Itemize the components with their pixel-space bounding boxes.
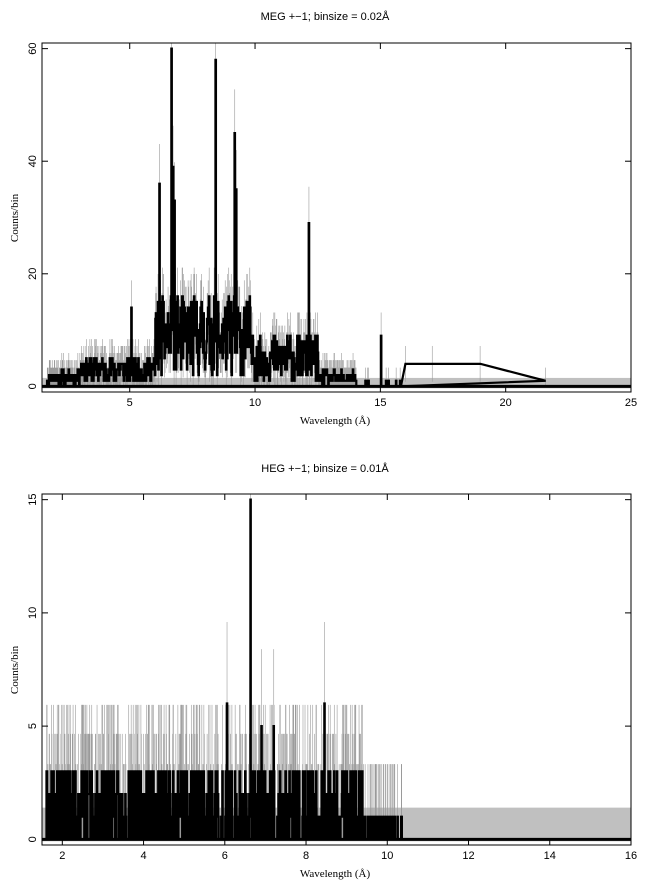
meg-panel: MEG +−1; binsize = 0.02Å 5 10 15 20 25 0 20 40 6… <box>9 10 637 427</box>
x-tick-label: 20 <box>500 397 512 409</box>
x-tick-label: 5 <box>127 397 133 409</box>
plot-frame <box>41 42 632 393</box>
meg-y-axis-label: Counts/bin <box>9 193 21 242</box>
plot-frame <box>41 493 632 846</box>
x-tick-label: 10 <box>249 397 261 409</box>
y-tick-label: 15 <box>27 494 39 506</box>
x-tick-label: 6 <box>222 850 228 862</box>
heg-panel: HEG +−1; binsize = 0.01Å 2 4 6 8 10 12 14 16 0 5 1… <box>9 462 637 880</box>
meg-x-axis-label: Wavelength (Å) <box>300 415 371 427</box>
counts-histogram <box>45 47 546 388</box>
heg-plot-area: 2 4 6 8 10 12 14 16 0 5 10 15 <box>27 493 637 862</box>
y-tick-label: 0 <box>27 836 39 842</box>
counts-histogram <box>45 498 404 841</box>
x-tick-label: 12 <box>462 850 474 862</box>
heg-y-axis-label: Counts/bin <box>9 645 21 694</box>
x-tick-label: 16 <box>625 850 637 862</box>
heg-x-axis-label: Wavelength (Å) <box>300 868 371 880</box>
x-tick-label: 4 <box>140 850 146 862</box>
x-tick-label: 10 <box>381 850 393 862</box>
x-tick-label: 2 <box>59 850 65 862</box>
x-tick-label: 15 <box>374 397 386 409</box>
y-tick-label: 20 <box>27 268 39 280</box>
meg-plot-area: 5 10 15 20 25 0 20 40 60 <box>27 42 637 409</box>
y-tick-label: 10 <box>27 607 39 619</box>
x-tick-label: 14 <box>544 850 556 862</box>
y-tick-label: 60 <box>27 43 39 55</box>
y-tick-label: 0 <box>27 383 39 389</box>
x-tick-label: 25 <box>625 397 637 409</box>
y-tick-label: 5 <box>27 723 39 729</box>
x-tick-label: 8 <box>303 850 309 862</box>
heg-title: HEG +−1; binsize = 0.01Å <box>261 462 389 475</box>
y-tick-label: 40 <box>27 155 39 167</box>
meg-title: MEG +−1; binsize = 0.02Å <box>261 10 390 23</box>
